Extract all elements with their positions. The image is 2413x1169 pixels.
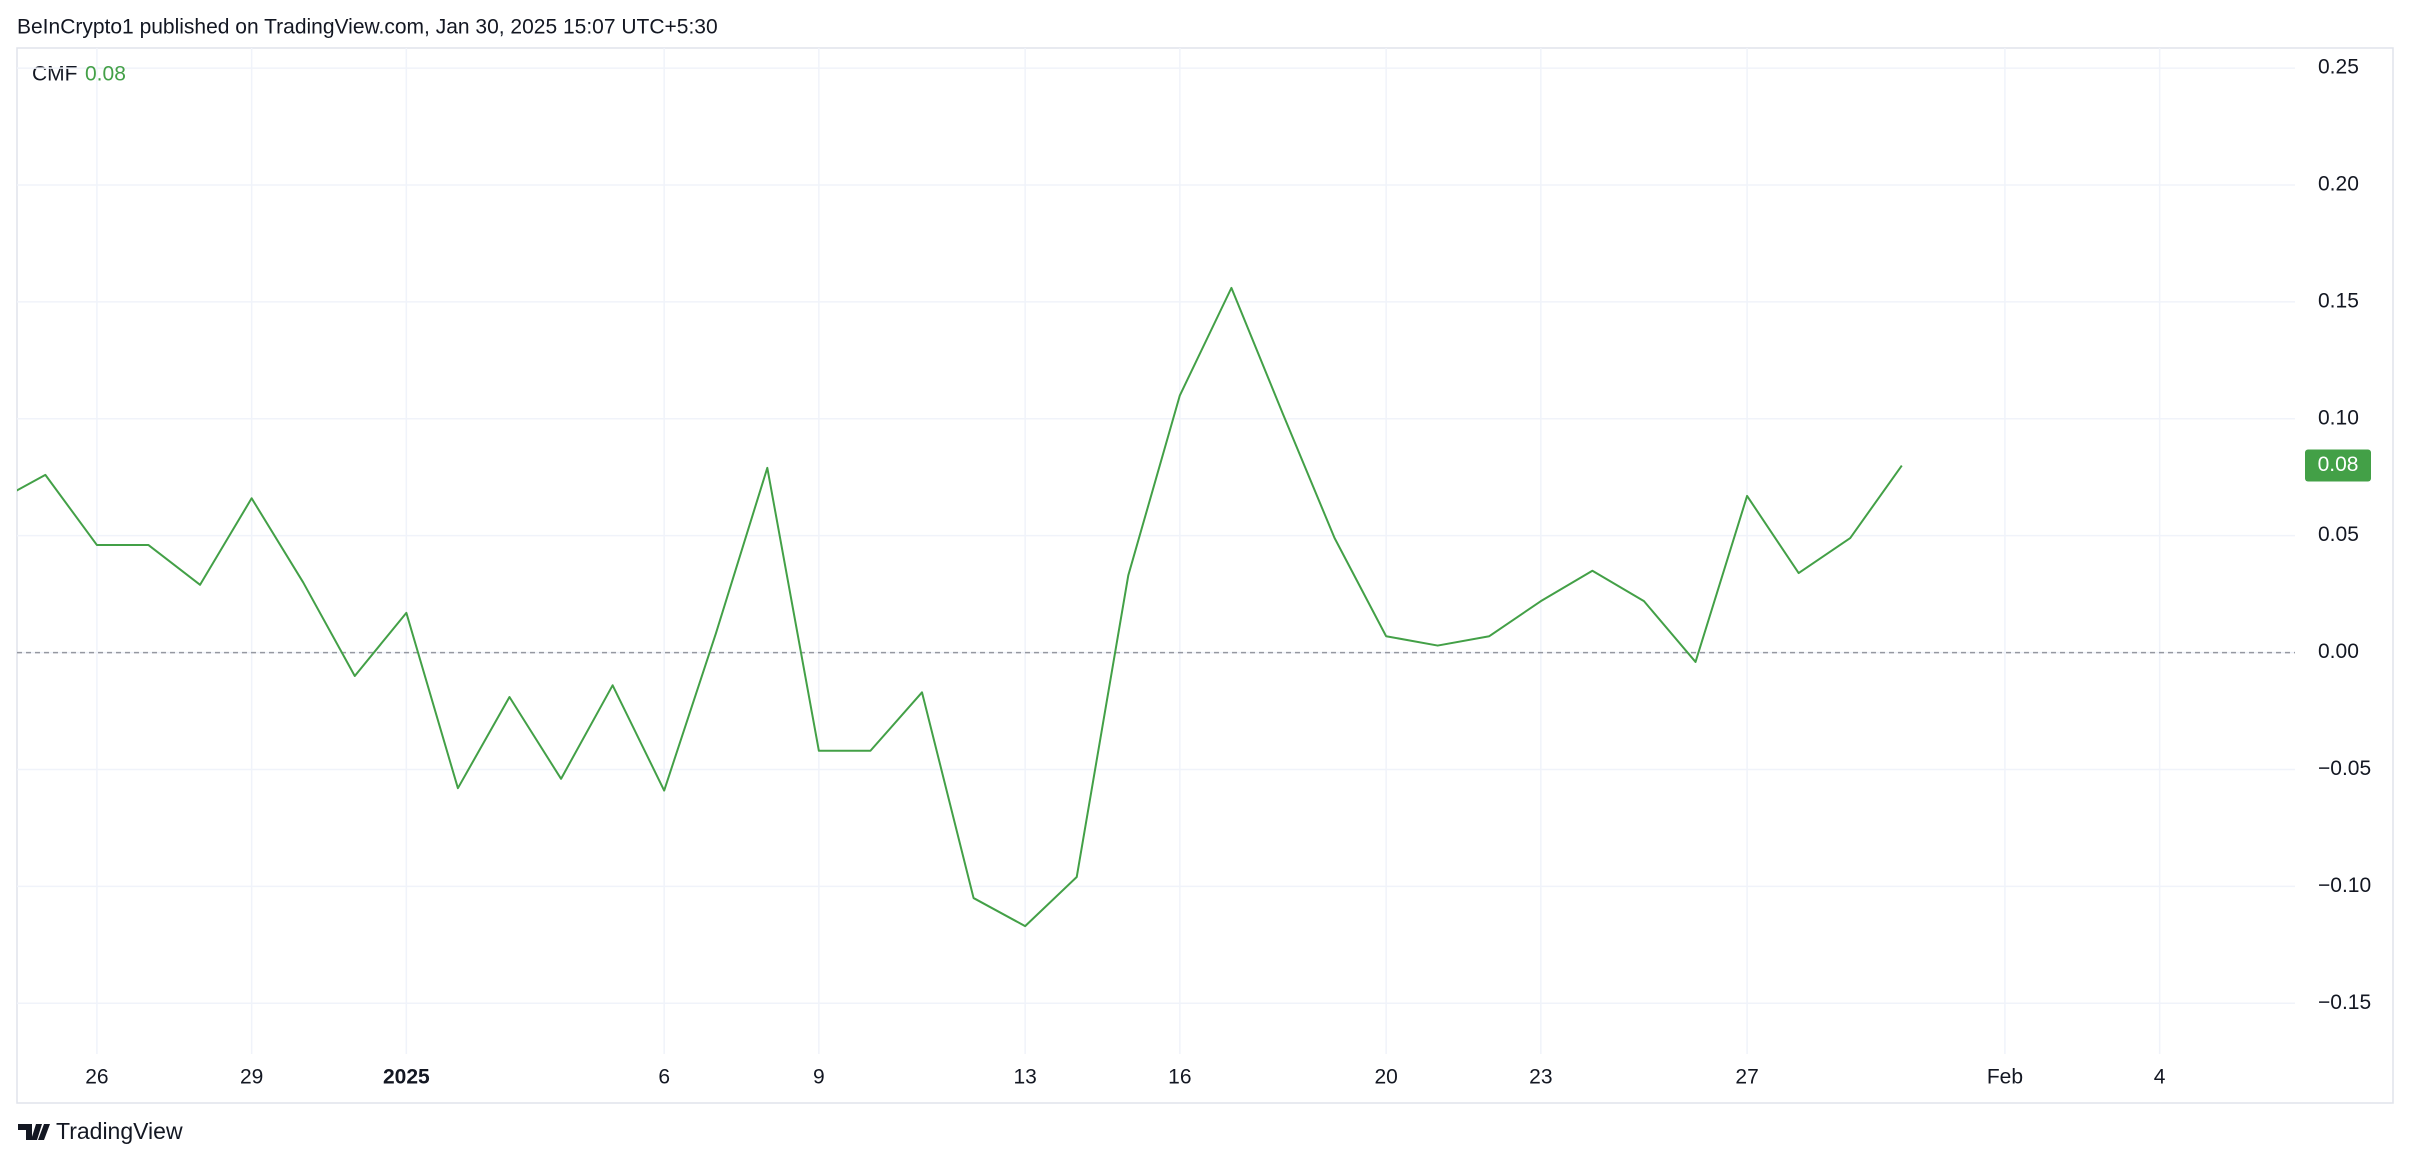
indicator-name: CMF [32, 63, 78, 86]
last-value-box [2305, 449, 2371, 482]
last-value-label: 0.08 [2318, 453, 2359, 476]
x-tick-label: 29 [240, 1066, 263, 1089]
x-tick-label: 23 [1529, 1066, 1552, 1089]
y-tick-label: 0.20 [2318, 173, 2359, 196]
x-tick-label: 13 [1013, 1066, 1036, 1089]
y-tick-label: −0.10 [2318, 874, 2371, 897]
grid [17, 48, 2295, 1054]
cmf-line [17, 286, 1903, 928]
x-tick-label: 6 [658, 1066, 670, 1089]
brand-name: TradingView [56, 1118, 183, 1144]
x-tick-label: 20 [1374, 1066, 1397, 1089]
legend-value: 0.08 [85, 63, 126, 86]
x-tick-label: 26 [85, 1066, 108, 1089]
y-tick-label: 0.05 [2318, 523, 2359, 546]
y-tick-label: −0.05 [2318, 757, 2371, 780]
chart-frame [16, 47, 2394, 1104]
x-tick-label: 27 [1735, 1066, 1758, 1089]
brand-logo [18, 1124, 50, 1140]
y-tick-label: −0.15 [2318, 991, 2371, 1014]
y-tick-label: 0.10 [2318, 406, 2359, 429]
x-tick-label: 2025 [383, 1066, 430, 1089]
y-tick-label: 0.15 [2318, 289, 2359, 312]
y-tick-label: 0.00 [2318, 640, 2359, 663]
x-tick-label: Feb [1987, 1066, 2023, 1089]
plot-area [17, 286, 1903, 928]
publish-info: BeInCrypto1 published on TradingView.com… [17, 16, 718, 39]
x-tick-label: 4 [2154, 1066, 2166, 1089]
y-tick-label: 0.25 [2318, 56, 2359, 79]
x-tick-label: 9 [813, 1066, 825, 1089]
x-tick-label: 16 [1168, 1066, 1191, 1089]
